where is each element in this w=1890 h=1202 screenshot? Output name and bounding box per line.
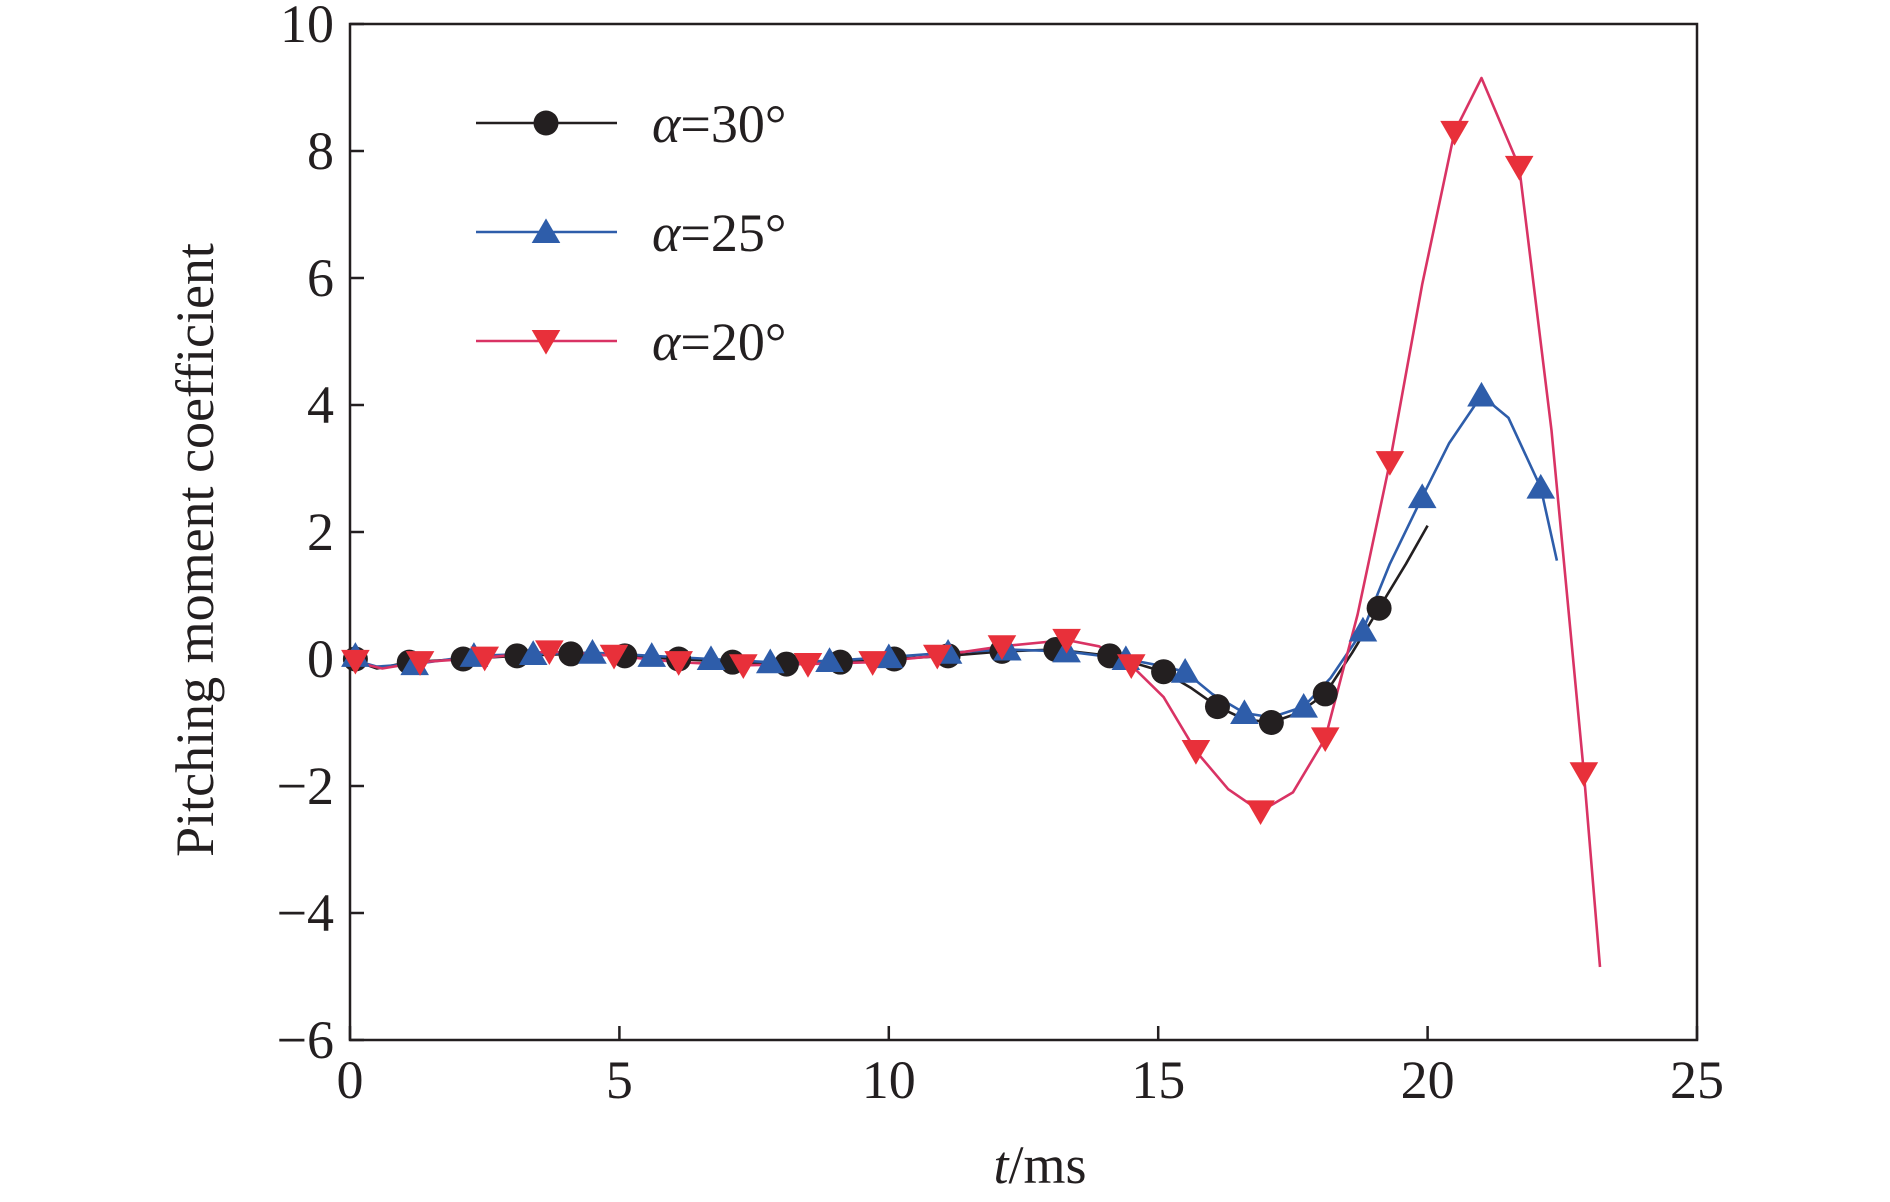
y-tick-label: 0 [307,629,334,689]
series-0-marker [1366,595,1392,621]
series-1-marker [1289,692,1318,718]
x-tick-label: 5 [606,1050,633,1110]
series-2-marker [664,651,693,676]
series-0-marker [1204,694,1230,720]
series-1-marker [815,647,844,672]
series-0-line [349,524,1429,724]
series-0-marker [558,641,584,667]
series-2-marker [470,646,499,672]
series-markers [341,120,1599,826]
y-tick-label: 8 [307,121,334,181]
legend-label-var: α [652,94,682,154]
x-tick-label: 25 [1670,1050,1724,1110]
legend-marker-2 [531,329,561,355]
x-axis-label-var: t [993,1135,1010,1195]
series-2-marker [1246,800,1275,826]
series-1-marker [1348,616,1378,642]
series-2-marker [858,651,887,676]
plot-area [348,22,1699,1042]
series-0-marker [1312,681,1338,707]
series-1-marker [755,648,785,674]
series-lines [349,76,1602,968]
y-tick-label: 2 [307,502,334,562]
x-tick-label: 20 [1401,1050,1455,1110]
series-1-marker [874,643,904,669]
series-2-marker [535,640,564,666]
series-2-marker [1440,120,1469,146]
y-axis-label: Pitching moment coefficient [165,243,225,857]
series-2-marker [1310,727,1340,753]
y-tick-label: −2 [277,756,334,816]
x-axis-label-unit: /ms [1008,1135,1086,1195]
series-2-marker [405,651,435,676]
y-tick-label: 6 [307,248,334,308]
x-axis-label: t/ms [993,1135,1086,1195]
legend-label-value: =20° [680,312,786,372]
legend-label-1: α=25° [652,203,786,263]
legend-label-0: α=30° [652,94,786,154]
series-2-marker [1504,155,1534,181]
series-0-marker [1151,659,1177,685]
x-tick-label: 10 [862,1050,916,1110]
legend-label-var: α [652,203,682,263]
y-axis-ticks: −6 −4 −2 0 2 4 6 8 10 [277,0,364,1070]
y-tick-label: −4 [277,883,334,943]
series-2-marker [1052,628,1081,654]
series-2-marker [1181,740,1211,765]
legend-label-value: =25° [680,203,786,263]
series-1-marker [637,642,667,667]
x-tick-label: 0 [337,1050,364,1110]
series-1-marker [1467,381,1496,407]
series-1-marker [696,645,726,671]
series-0-marker [1097,643,1123,669]
legend-label-2: α=20° [652,312,786,372]
legend-label-var: α [652,312,682,372]
series-2-line [349,76,1602,968]
legend: α=30°α=25°α=20° [476,94,786,372]
series-1-marker [1526,473,1556,499]
series-2-marker [599,644,629,670]
plot-frame [348,22,1699,1042]
series-1-line [349,394,1559,719]
series-1-marker [578,639,607,664]
series-2-marker [1569,762,1599,787]
legend-marker-0 [533,110,559,136]
x-axis-ticks: 0 5 10 15 20 25 [337,1026,1724,1110]
series-1-marker [518,640,548,665]
series-2-marker [729,654,758,679]
series-1-marker [1407,483,1437,509]
series-0-marker [1258,710,1284,735]
y-tick-label: 4 [307,375,334,435]
series-2-marker [341,649,370,675]
y-tick-label: −6 [277,1010,334,1070]
legend-label-value: =30° [680,94,786,154]
series-2-marker [922,644,952,670]
series-2-marker [1116,654,1146,679]
series-2-marker [987,635,1017,660]
series-2-marker [1375,451,1405,476]
series-2-marker [793,653,823,678]
series-1-marker [1170,658,1200,683]
series-1-marker [1230,699,1259,725]
y-tick-label: 10 [280,0,334,54]
x-tick-label: 15 [1131,1050,1185,1110]
legend-marker-1 [531,218,561,244]
